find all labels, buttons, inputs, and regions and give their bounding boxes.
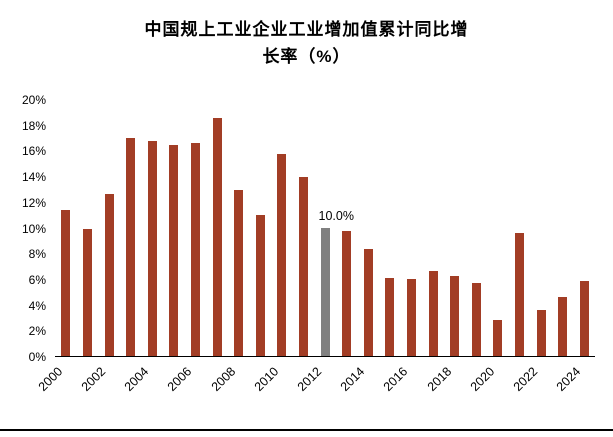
bar-2000	[61, 209, 71, 356]
bar-2010	[277, 154, 287, 356]
y-tick-label-0: 0%	[28, 350, 46, 364]
bar-2005	[169, 145, 179, 356]
bar-2012	[320, 227, 330, 356]
y-tick-label-20: 20%	[21, 93, 46, 107]
plot-area: 10.0%	[55, 100, 595, 357]
bar-2009	[255, 214, 265, 356]
bar-2015	[385, 277, 395, 356]
bar-2017	[428, 271, 438, 356]
bar-2013	[342, 231, 352, 356]
x-axis: 2000 2002 2004 2006 2008 2010 2012 2014 2016 2018…	[36, 358, 595, 428]
bar-2019	[471, 282, 481, 356]
bar-2023	[558, 296, 568, 356]
bar-2006	[190, 142, 200, 356]
y-tick-label-6: 6%	[28, 272, 46, 287]
y-tick-label-16: 16%	[21, 144, 46, 159]
bar-2003	[126, 137, 136, 356]
bar-2001	[82, 228, 92, 356]
bar-2020	[493, 320, 503, 356]
y-tick-label-10: 10%	[21, 221, 46, 236]
bar-2014	[363, 249, 373, 356]
bar-2004	[147, 141, 157, 356]
y-tick-label-4: 4%	[28, 298, 46, 313]
y-tick-label-18: 18%	[21, 118, 46, 133]
bar-2022	[536, 309, 546, 356]
bottom-divider	[0, 429, 613, 431]
chart-title: 中国规上工业企业工业增加值累计同比增 长率（%）	[0, 16, 613, 70]
bar-2018	[450, 276, 460, 356]
bar-2011	[298, 177, 308, 356]
y-tick-label-14: 14%	[21, 170, 46, 185]
bar-value-annotation: 10.0%	[318, 208, 354, 223]
y-axis: 0% 2% 4% 6% 8% 10% 12% 14% 16% 18% 20%	[0, 93, 50, 364]
bar-2021	[514, 232, 524, 356]
bar-2024	[579, 281, 589, 356]
bar-2016	[406, 278, 416, 356]
bar-2008	[234, 190, 244, 356]
y-tick-label-2: 2%	[28, 324, 46, 339]
chart-title-line1: 中国规上工业企业工业增加值累计同比增	[144, 20, 469, 39]
y-tick-label-8: 8%	[28, 247, 46, 262]
bar-2002	[104, 194, 114, 356]
chart-title-line2: 长率（%）	[262, 47, 351, 66]
bar-2007	[212, 118, 222, 356]
y-tick-label-12: 12%	[21, 195, 46, 210]
